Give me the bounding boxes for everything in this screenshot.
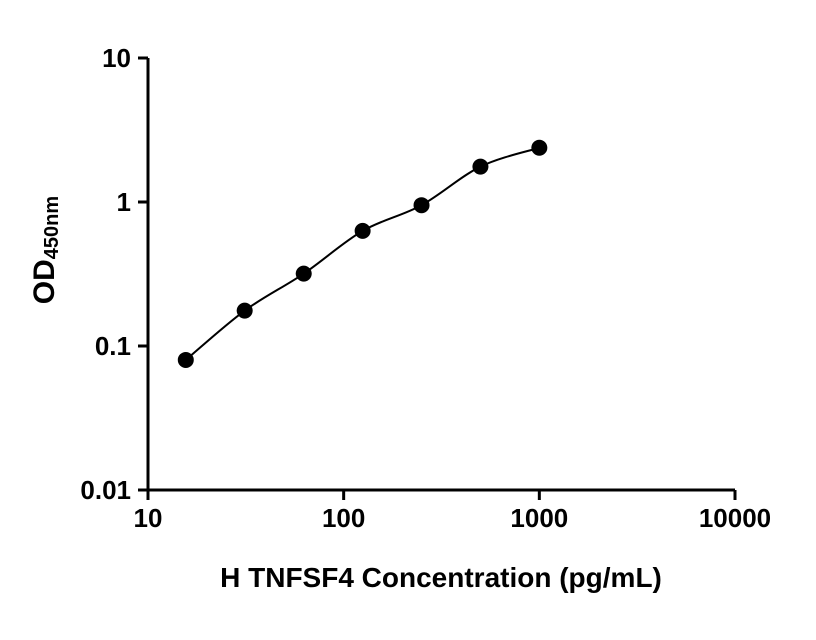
y-axis-title: OD450nm <box>28 196 64 304</box>
y-tick-label: 10 <box>102 43 131 73</box>
data-point <box>236 302 253 319</box>
x-tick-label: 10000 <box>699 503 771 533</box>
data-point <box>177 351 194 368</box>
x-tick-label: 10 <box>134 503 163 533</box>
data-point <box>354 222 371 239</box>
x-tick-label: 1000 <box>510 503 568 533</box>
y-axis-title-main: OD <box>28 259 61 305</box>
data-point <box>295 265 312 282</box>
y-axis-title-sub: 450nm <box>41 195 63 260</box>
y-tick-label: 0.01 <box>80 475 131 505</box>
x-axis-title: H TNFSF4 Concentration (pg/mL) <box>220 562 662 593</box>
x-tick-label: 100 <box>322 503 365 533</box>
data-point <box>413 197 430 214</box>
curve-line <box>185 146 540 361</box>
data-point <box>531 139 548 156</box>
y-tick-label: 0.1 <box>95 331 131 361</box>
data-point <box>472 158 489 175</box>
y-tick-label: 1 <box>117 187 131 217</box>
